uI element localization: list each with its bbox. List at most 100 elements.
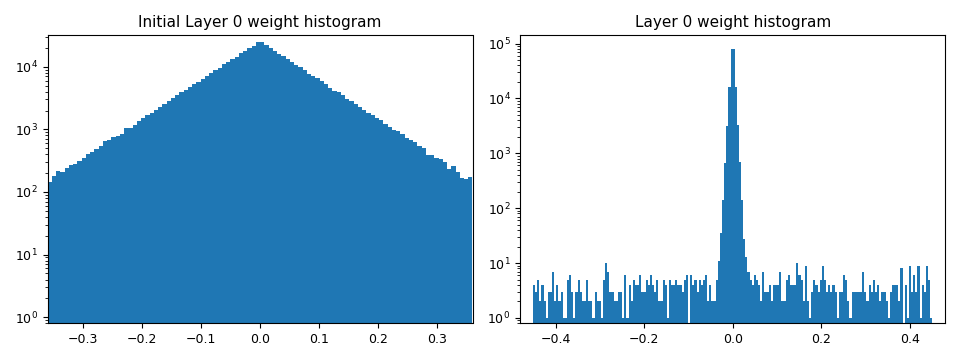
Bar [745,257,748,361]
Bar [451,166,455,361]
Bar [669,279,671,361]
Bar [754,275,756,361]
Bar [443,162,447,361]
Bar [639,275,641,361]
Bar [794,285,797,361]
Bar [855,292,858,361]
Bar [541,285,543,361]
Bar [222,65,227,361]
Bar [124,128,129,361]
Bar [367,113,371,361]
Bar [911,292,913,361]
Bar [146,115,150,361]
Bar [701,285,703,361]
Bar [374,118,379,361]
Bar [358,107,362,361]
Bar [803,301,804,361]
Bar [588,301,590,361]
Bar [713,301,715,361]
Bar [900,268,902,361]
Bar [197,82,201,361]
Bar [678,285,680,361]
Bar [188,87,192,361]
Bar [788,275,790,361]
Bar [718,261,720,361]
Bar [858,292,860,361]
Bar [57,171,60,361]
Bar [828,285,830,361]
Bar [256,42,260,361]
Bar [792,285,794,361]
Bar [552,271,554,361]
Bar [915,292,918,361]
Bar [162,104,167,361]
Bar [830,292,832,361]
Bar [299,68,302,361]
Bar [879,301,881,361]
Bar [563,318,564,361]
Bar [807,301,809,361]
Bar [729,87,731,361]
Bar [773,285,775,361]
Bar [413,142,418,361]
Bar [209,73,213,361]
Bar [715,279,718,361]
Bar [302,70,307,361]
Bar [907,318,909,361]
Bar [790,285,792,361]
Bar [218,68,222,361]
Bar [852,292,853,361]
Bar [603,279,605,361]
Bar [383,124,388,361]
Bar [392,130,396,361]
Bar [455,172,460,361]
Bar [645,279,648,361]
Bar [599,301,601,361]
Bar [848,301,850,361]
Bar [750,279,752,361]
Bar [99,146,103,361]
Bar [624,275,627,361]
Bar [643,292,645,361]
Bar [899,301,900,361]
Bar [132,125,137,361]
Bar [264,45,269,361]
Bar [69,165,73,361]
Bar [468,177,472,361]
Bar [822,266,824,361]
Bar [379,121,383,361]
Bar [820,279,822,361]
Bar [94,149,99,361]
Bar [864,292,867,361]
Bar [569,275,571,361]
Bar [345,99,349,361]
Bar [597,301,599,361]
Bar [841,292,843,361]
Bar [129,128,132,361]
Bar [396,131,400,361]
Bar [843,275,845,361]
Bar [230,60,234,361]
Bar [664,285,667,361]
Bar [637,285,639,361]
Bar [120,134,124,361]
Bar [294,65,299,361]
Bar [315,78,320,361]
Bar [64,168,69,361]
Bar [608,271,610,361]
Bar [260,42,264,361]
Bar [575,292,578,361]
Bar [748,271,750,361]
Bar [758,285,760,361]
Bar [150,113,154,361]
Bar [320,81,324,361]
Bar [535,292,538,361]
Bar [167,101,171,361]
Bar [635,285,637,361]
Bar [332,91,337,361]
Bar [620,292,622,361]
Bar [239,53,243,361]
Bar [703,279,705,361]
Bar [913,275,915,361]
Bar [837,318,839,361]
